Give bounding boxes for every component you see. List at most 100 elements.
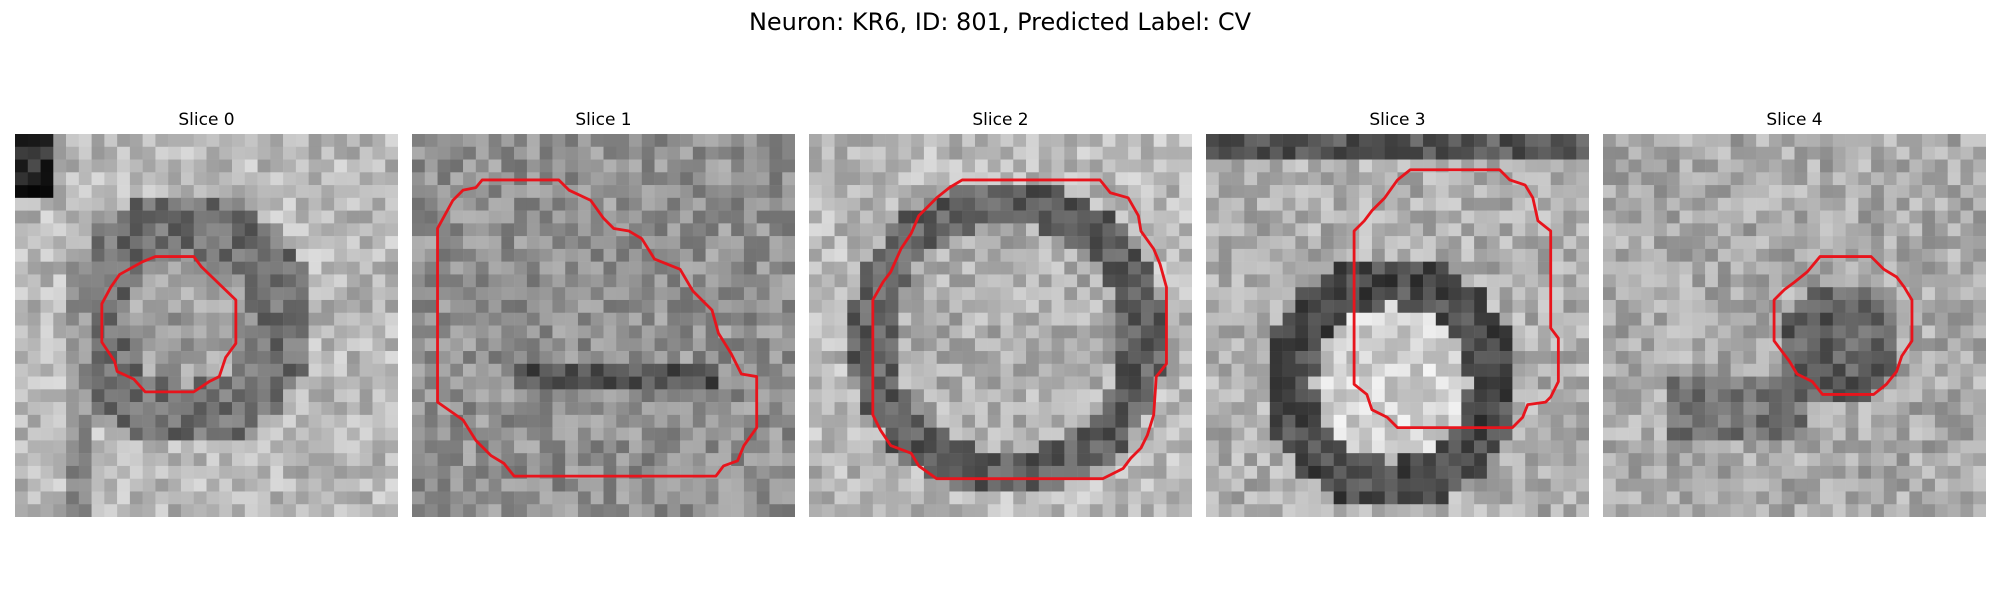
- image-pixel: [603, 236, 617, 250]
- image-pixel: [1140, 491, 1154, 505]
- image-pixel: [987, 453, 1001, 467]
- image-pixel: [1563, 299, 1577, 313]
- image-pixel: [1820, 338, 1834, 352]
- image-pixel: [155, 414, 169, 428]
- image-pixel: [565, 299, 579, 313]
- image-pixel: [769, 338, 783, 352]
- image-pixel: [1794, 504, 1808, 517]
- image-pixel: [1397, 248, 1411, 262]
- image-pixel: [526, 210, 540, 224]
- image-pixel: [1244, 248, 1258, 262]
- image-pixel: [1603, 351, 1617, 365]
- image-pixel: [78, 287, 92, 301]
- image-pixel: [1641, 440, 1655, 454]
- image-pixel: [1909, 223, 1923, 237]
- image-pixel: [40, 414, 54, 428]
- image-pixel: [1038, 146, 1052, 160]
- image-pixel: [769, 134, 783, 148]
- image-pixel: [1371, 159, 1385, 173]
- image-pixel: [743, 223, 757, 237]
- image-pixel: [526, 363, 540, 377]
- image-pixel: [1756, 389, 1770, 403]
- image-pixel: [40, 351, 54, 365]
- image-pixel: [834, 351, 848, 365]
- image-pixel: [1320, 312, 1334, 326]
- image-pixel: [1359, 338, 1373, 352]
- image-pixel: [1973, 312, 1986, 326]
- image-pixel: [346, 223, 360, 237]
- image-pixel: [1756, 325, 1770, 339]
- image-pixel: [463, 287, 477, 301]
- image-pixel: [743, 248, 757, 262]
- image-pixel: [1525, 440, 1539, 454]
- image-pixel: [1000, 261, 1014, 275]
- image-pixel: [1807, 414, 1821, 428]
- image-pixel: [860, 248, 874, 262]
- image-pixel: [104, 312, 118, 326]
- image-pixel: [1461, 210, 1475, 224]
- image-pixel: [590, 402, 604, 416]
- image-pixel: [501, 363, 515, 377]
- image-pixel: [1499, 159, 1513, 173]
- image-pixel: [424, 210, 438, 224]
- image-pixel: [1896, 172, 1910, 186]
- image-pixel: [1486, 325, 1500, 339]
- image-pixel: [1295, 478, 1309, 492]
- image-pixel: [1717, 414, 1731, 428]
- image-pixel: [514, 185, 528, 199]
- image-pixel: [1448, 172, 1462, 186]
- image-pixel: [1295, 338, 1309, 352]
- image-pixel: [1000, 389, 1014, 403]
- image-pixel: [104, 478, 118, 492]
- image-pixel: [1563, 491, 1577, 505]
- image-pixel: [821, 210, 835, 224]
- image-pixel: [142, 185, 156, 199]
- image-pixel: [346, 236, 360, 250]
- image-pixel: [15, 185, 29, 199]
- image-pixel: [359, 440, 373, 454]
- image-pixel: [1654, 261, 1668, 275]
- image-pixel: [437, 146, 451, 160]
- image-pixel: [962, 312, 976, 326]
- image-pixel: [1486, 210, 1500, 224]
- image-pixel: [308, 248, 322, 262]
- image-pixel: [40, 504, 54, 517]
- image-pixel: [283, 363, 297, 377]
- image-pixel: [1743, 261, 1757, 275]
- image-pixel: [117, 478, 131, 492]
- image-pixel: [1525, 465, 1539, 479]
- image-pixel: [1525, 146, 1539, 160]
- image-pixel: [1244, 261, 1258, 275]
- image-pixel: [974, 134, 988, 148]
- image-pixel: [104, 172, 118, 186]
- image-pixel: [1013, 338, 1027, 352]
- image-pixel: [257, 223, 271, 237]
- image-pixel: [346, 274, 360, 288]
- image-pixel: [283, 312, 297, 326]
- image-pixel: [1832, 325, 1846, 339]
- image-pixel: [911, 389, 925, 403]
- image-pixel: [962, 427, 976, 441]
- image-pixel: [577, 504, 591, 517]
- image-pixel: [603, 504, 617, 517]
- image-pixel: [1051, 504, 1065, 517]
- image-pixel: [244, 376, 258, 390]
- image-pixel: [1960, 453, 1974, 467]
- image-pixel: [1730, 491, 1744, 505]
- image-pixel: [629, 261, 643, 275]
- image-pixel: [936, 248, 950, 262]
- image-pixel: [974, 427, 988, 441]
- image-pixel: [809, 185, 823, 199]
- image-pixel: [1461, 453, 1475, 467]
- image-pixel: [463, 389, 477, 403]
- image-pixel: [860, 465, 874, 479]
- image-pixel: [834, 325, 848, 339]
- image-pixel: [1743, 223, 1757, 237]
- image-pixel: [463, 312, 477, 326]
- image-pixel: [15, 465, 29, 479]
- image-pixel: [680, 414, 694, 428]
- image-pixel: [949, 427, 963, 441]
- image-pixel: [1308, 440, 1322, 454]
- image-pixel: [53, 210, 67, 224]
- image-pixel: [129, 172, 143, 186]
